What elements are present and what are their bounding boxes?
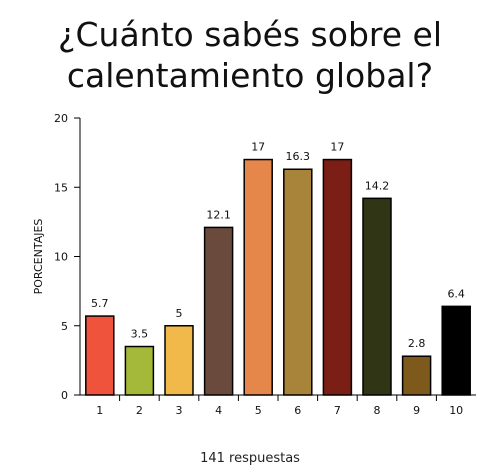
bar-2 [124, 345, 155, 396]
x-tick-label: 2 [136, 404, 143, 417]
response-count: 141 respuestas [200, 451, 300, 466]
x-tick-label: 4 [215, 404, 222, 417]
y-tick-label: 10 [54, 251, 68, 264]
x-tick-label: 9 [413, 404, 420, 417]
chart-title-line-1: ¿Cuánto sabés sobre el [57, 15, 442, 54]
data-label-5: 17 [251, 141, 265, 154]
data-label-7: 17 [330, 141, 344, 154]
data-label-4: 12.1 [206, 208, 231, 221]
y-axis-label: PORCENTAJES [32, 219, 45, 295]
x-tick-label: 7 [334, 404, 341, 417]
bar-7 [322, 158, 353, 396]
x-tick-label: 6 [294, 404, 301, 417]
bar-6 [283, 168, 313, 396]
y-tick-label: 0 [61, 389, 68, 402]
data-label-3: 5 [176, 307, 183, 320]
y-tick-label: 5 [61, 320, 68, 333]
bar-8 [362, 197, 392, 396]
data-label-9: 2.8 [408, 337, 426, 350]
bar-4 [203, 226, 234, 396]
data-label-8: 14.2 [365, 179, 390, 192]
x-tick-label: 1 [96, 404, 103, 417]
data-label-1: 5.7 [91, 297, 109, 310]
data-label-2: 3.5 [131, 328, 149, 341]
chart-title-line-2: calentamiento global? [66, 56, 434, 95]
y-tick-label: 15 [54, 181, 68, 194]
data-label-10: 6.4 [447, 287, 465, 300]
x-tick-label: 10 [449, 404, 463, 417]
x-tick-label: 3 [176, 404, 183, 417]
y-tick-label: 20 [54, 112, 68, 125]
x-tick-label: 8 [374, 404, 381, 417]
chart-title: ¿Cuánto sabés sobre el calentamiento glo… [0, 14, 500, 96]
bar-10 [441, 305, 471, 396]
bar-3 [164, 325, 194, 396]
bar-9 [401, 355, 432, 396]
data-label-6: 16.3 [286, 150, 311, 163]
bar-5 [243, 158, 273, 396]
x-tick-label: 5 [255, 404, 262, 417]
bar-1 [85, 315, 115, 396]
